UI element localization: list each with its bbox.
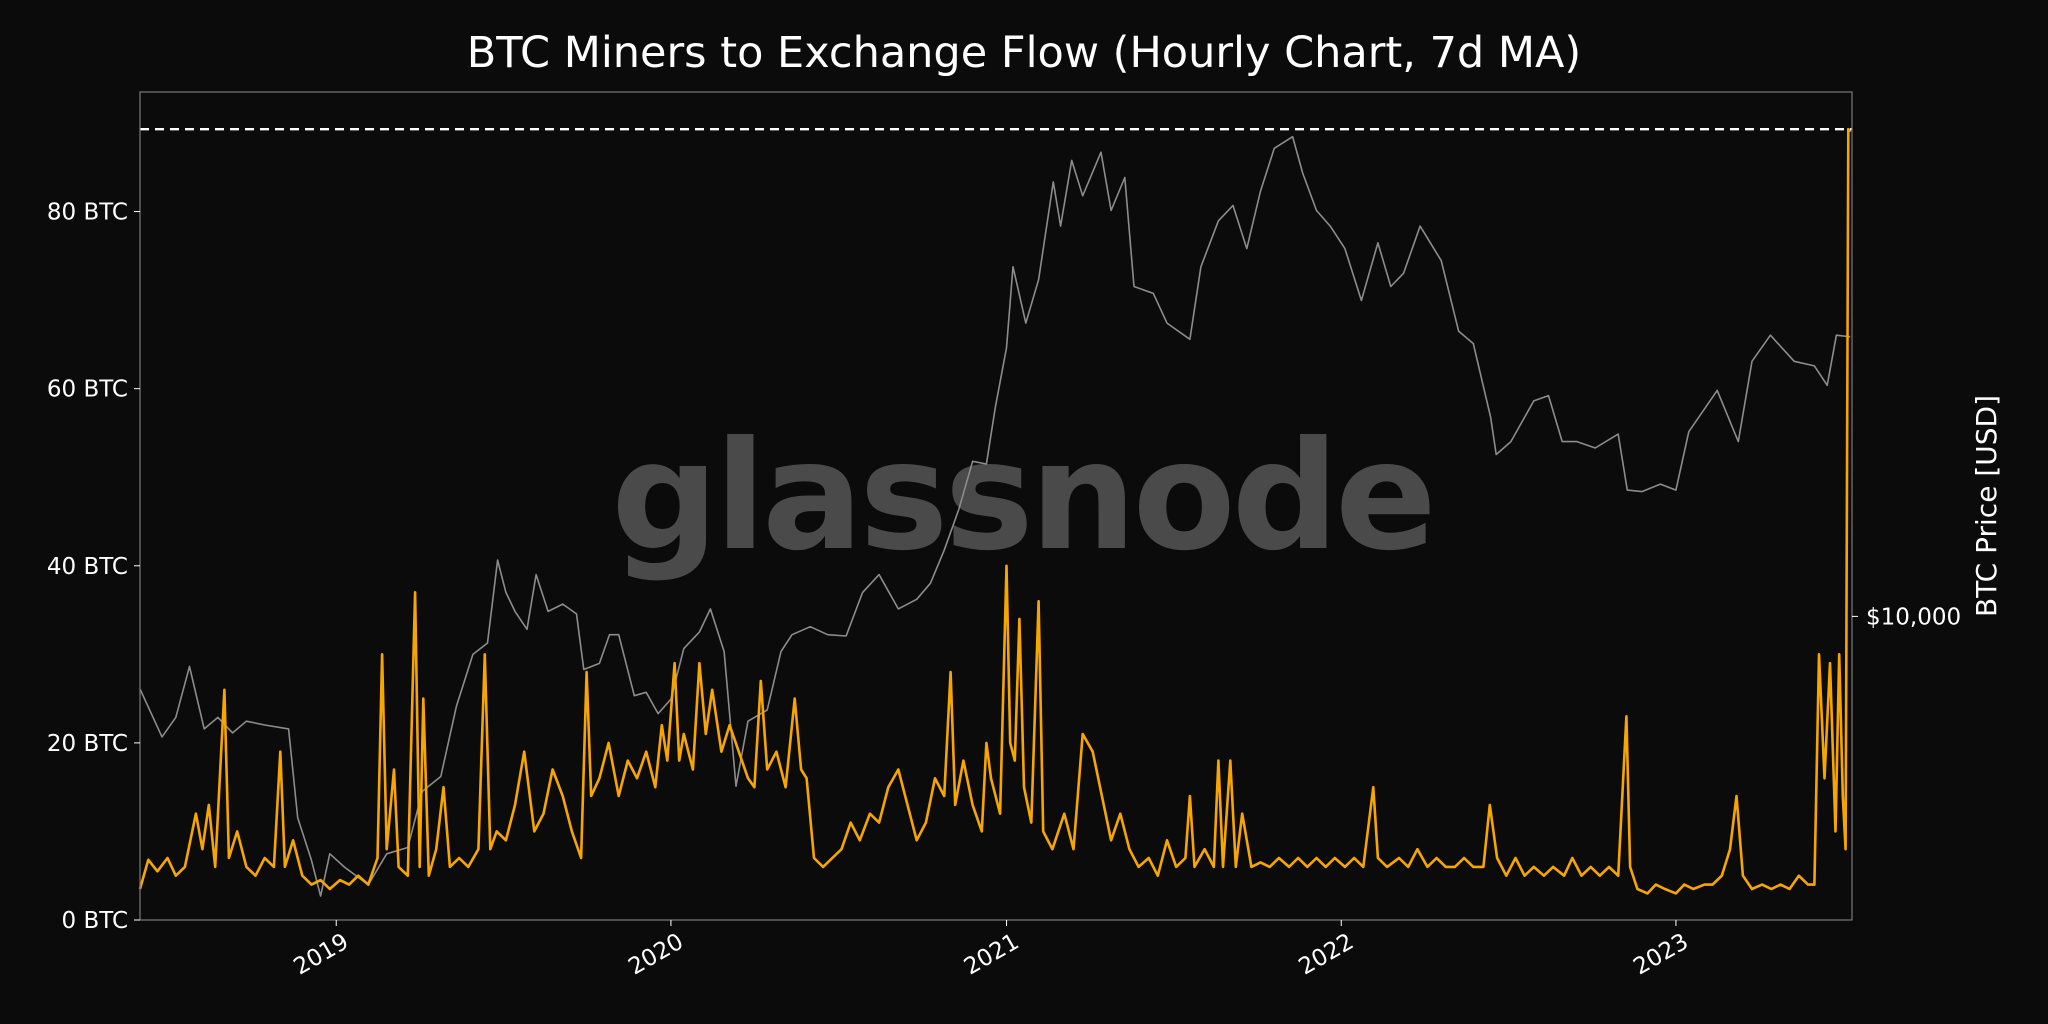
left-y-axis: 0 BTC 20 BTC 40 BTC 60 BTC 80 BTC xyxy=(47,200,140,934)
y-right-axis-label: BTC Price [USD] xyxy=(1970,395,2003,617)
right-y-axis: $10,000 BTC Price [USD] xyxy=(1852,395,2003,630)
x-tick-label: 2019 xyxy=(290,929,354,981)
chart-title: BTC Miners to Exchange Flow (Hourly Char… xyxy=(466,28,1582,78)
y-right-tick-label: $10,000 xyxy=(1866,604,1961,630)
y-left-tick-label: 60 BTC xyxy=(47,377,128,403)
flow-series-layer xyxy=(138,127,1852,895)
y-left-tick-label: 0 BTC xyxy=(62,908,128,934)
btc-price-line xyxy=(139,135,1851,897)
y-left-tick-label: 20 BTC xyxy=(47,731,128,757)
x-tick-label: 2022 xyxy=(1295,929,1359,981)
miners-flow-line xyxy=(138,127,1852,895)
plot-frame xyxy=(139,91,1853,921)
x-tick-label: 2023 xyxy=(1629,929,1693,981)
glassnode-watermark: glassnode xyxy=(611,410,1433,584)
y-left-tick-label: 40 BTC xyxy=(47,554,128,580)
x-tick-label: 2020 xyxy=(624,929,688,981)
y-left-tick-label: 80 BTC xyxy=(47,200,128,226)
plot-frame-layer xyxy=(139,91,1853,921)
x-tick-label: 2021 xyxy=(960,929,1024,981)
x-axis: 2019 2020 2021 2022 2023 xyxy=(290,920,1693,980)
price-series-layer xyxy=(139,135,1851,897)
watermark: glassnode xyxy=(611,410,1437,584)
